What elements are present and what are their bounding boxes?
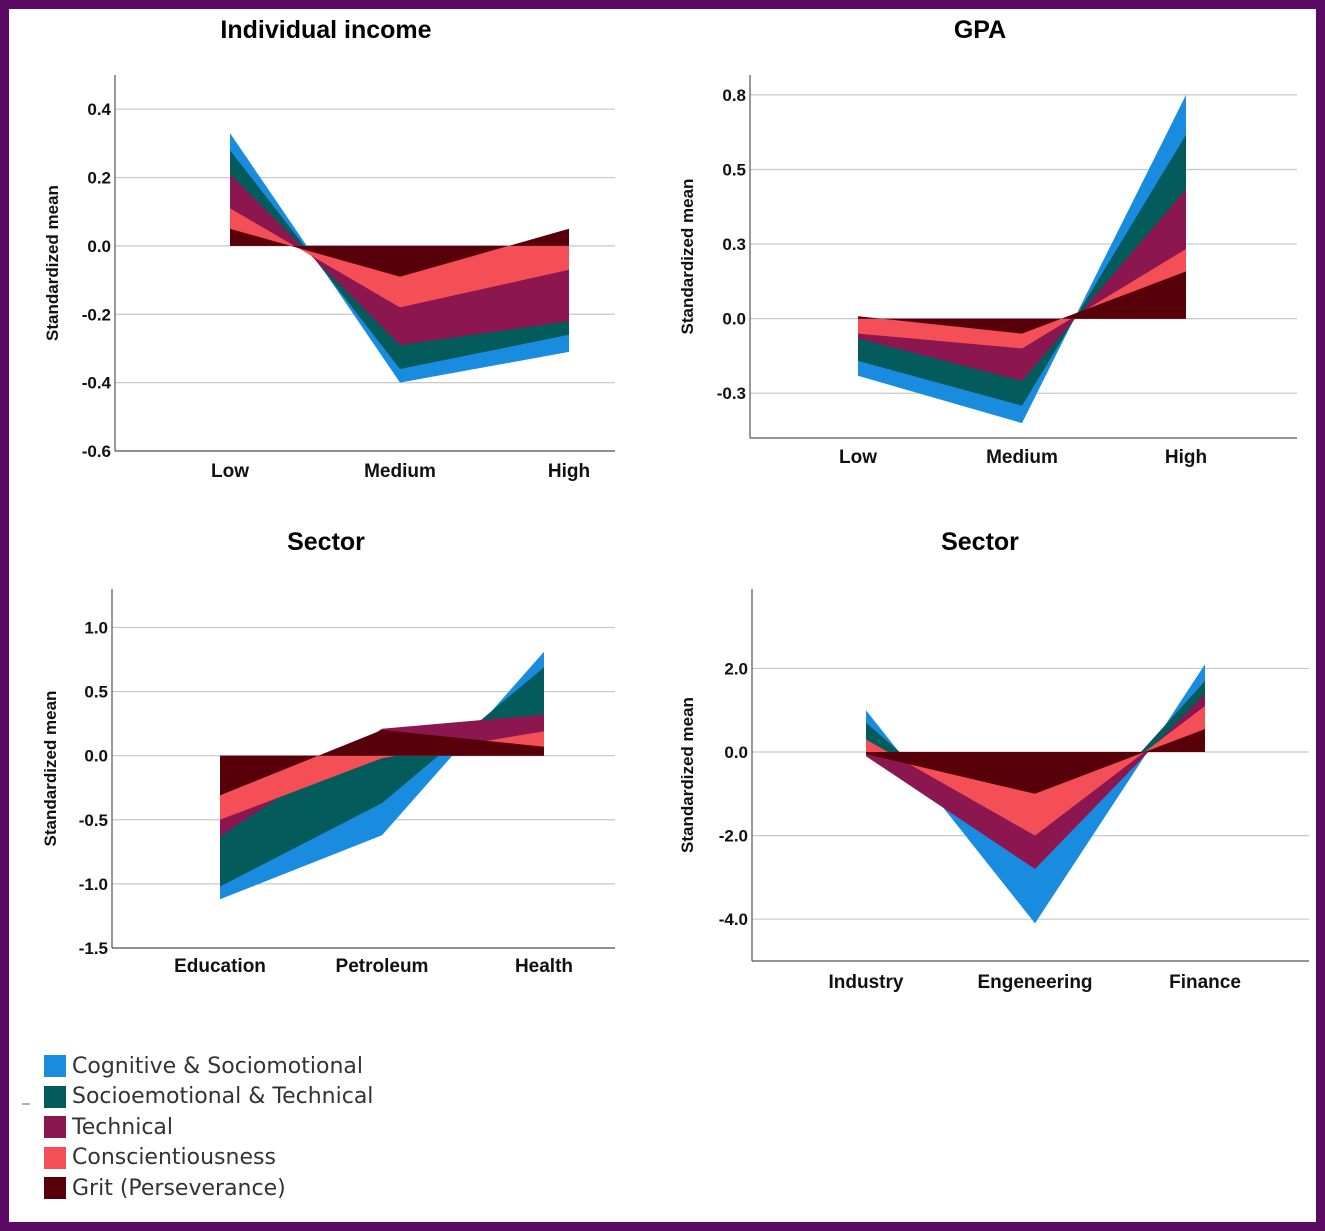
y-tick-label: -1.0 [79,875,108,894]
legend-item: Cognitive & Sociomotional [44,1051,373,1082]
y-tick-label: 0.0 [87,237,111,256]
chart-title: Sector [287,528,365,556]
y-tick-label: -0.5 [79,811,108,830]
legend-label: Grit (Perseverance) [72,1175,286,1201]
legend-swatch [44,1177,66,1200]
legend-item: Grit (Perseverance) [44,1173,373,1204]
y-tick-label: 1.0 [84,618,108,637]
x-tick-label: Industry [829,972,904,993]
x-tick-label: High [1165,447,1207,468]
x-tick-label: Health [515,956,573,977]
y-tick-label: -0.3 [717,384,746,403]
legend-swatch [44,1055,66,1078]
chart-panel: 0.8 0.5 0.3 0.0 -0.3 Low Medium High GPA Standard… [678,16,1297,468]
y-axis-label: Standardized mean [41,691,60,847]
y-tick-label: 0.8 [722,86,746,105]
chart-panel: 0.4 0.2 0.0 -0.2 -0.4 -0.6 Low Medium High Indivi… [43,16,615,482]
x-tick-label: Medium [986,447,1058,468]
legend-swatch [44,1116,66,1139]
legend-label: Cognitive & Sociomotional [72,1053,363,1079]
legend-swatch [44,1146,66,1169]
series-area [230,228,569,277]
legend-dash [22,1103,30,1105]
y-tick-label: -1.5 [79,939,108,958]
y-tick-label: 0.5 [722,160,746,179]
y-axis-label: Standardized mean [678,179,697,335]
x-tick-label: High [548,461,590,482]
chart-title: Sector [941,528,1019,556]
x-tick-label: Petroleum [336,956,429,977]
x-tick-label: Low [839,447,877,468]
y-tick-label: 0.3 [722,235,746,254]
legend-item: Socioemotional & Technical [44,1082,373,1113]
chart-title: GPA [954,16,1006,44]
y-tick-label: -4.0 [719,910,748,929]
legend-item: Technical [44,1112,373,1143]
series-area [866,729,1205,794]
y-tick-label: 0.5 [84,683,108,702]
x-tick-label: Low [211,461,249,482]
y-tick-label: 0.0 [724,743,748,762]
chart-title: Individual income [220,16,431,44]
y-tick-label: 0.0 [722,310,746,329]
y-tick-label: -0.2 [82,305,111,324]
chart-panel: 2.0 0.0 -2.0 -4.0 Industry Engeneering Finance… [678,528,1309,993]
x-tick-label: Engeneering [977,972,1092,993]
series-area [858,271,1186,334]
series-area [220,730,544,796]
series-area [220,667,544,887]
legend: Cognitive & Sociomotional Socioemotional… [44,1051,373,1204]
x-tick-label: Medium [364,461,436,482]
legend-label: Conscientiousness [72,1145,276,1171]
y-axis-label: Standardized mean [43,185,62,341]
legend-label: Technical [72,1114,174,1140]
y-tick-label: 0.0 [84,747,108,766]
legend-swatch [44,1085,66,1108]
y-tick-label: 0.4 [87,100,111,119]
y-tick-label: 0.2 [87,169,111,188]
x-tick-label: Finance [1169,972,1241,993]
y-tick-label: -2.0 [719,827,748,846]
y-axis-label: Standardized mean [678,697,697,853]
legend-label: Socioemotional & Technical [72,1084,374,1110]
chart-panel: 1.0 0.5 0.0 -0.5 -1.0 -1.5 Education Petroleum H… [41,528,615,977]
legend-item: Conscientiousness [44,1143,373,1174]
y-tick-label: -0.4 [82,374,112,393]
y-tick-label: 2.0 [724,659,748,678]
x-tick-label: Education [174,956,266,977]
y-tick-label: -0.6 [82,442,111,461]
